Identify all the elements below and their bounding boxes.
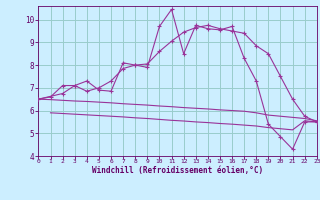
X-axis label: Windchill (Refroidissement éolien,°C): Windchill (Refroidissement éolien,°C): [92, 166, 263, 175]
